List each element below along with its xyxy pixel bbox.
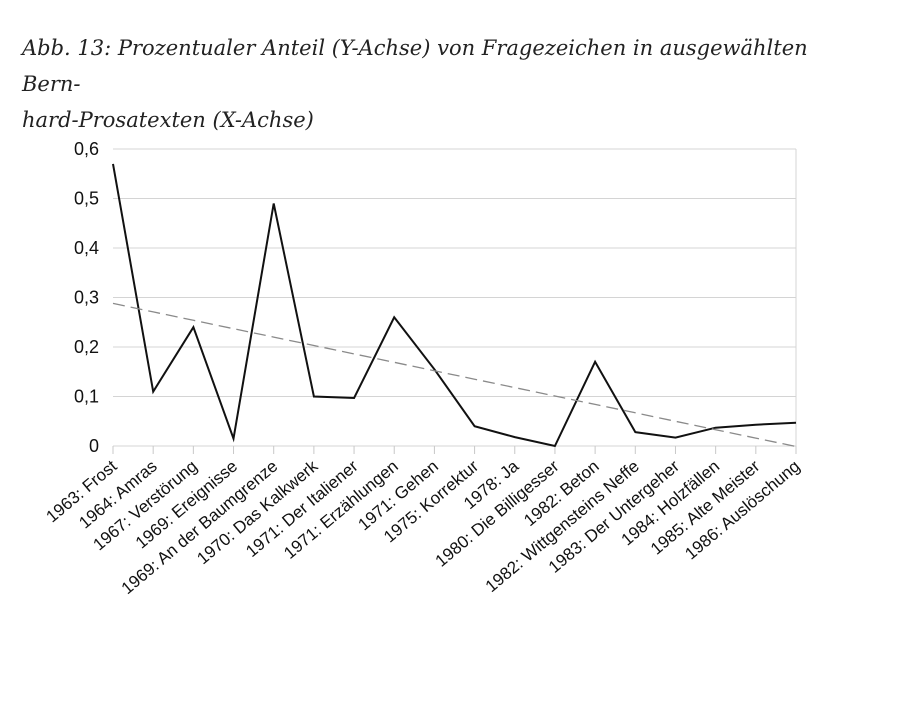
y-tick-label: 0,3 bbox=[74, 288, 99, 308]
y-tick-label: 0,4 bbox=[74, 238, 99, 258]
trend-line bbox=[112, 302, 797, 448]
data-line bbox=[112, 163, 797, 448]
caption-line-1: Abb. 13: Prozentualer Anteil (Y-Achse) v… bbox=[22, 36, 808, 96]
caption-line-2: hard-Prosatexten (X-Achse) bbox=[22, 108, 314, 132]
figure-caption: Abb. 13: Prozentualer Anteil (Y-Achse) v… bbox=[22, 30, 872, 138]
y-axis-ticks: 0 0,1 0,2 0,3 0,4 0,5 0,6 bbox=[74, 139, 99, 456]
y-tick-label: 0,5 bbox=[74, 189, 99, 209]
y-tick-label: 0,6 bbox=[74, 139, 99, 159]
gridlines bbox=[113, 148, 797, 447]
y-tick-label: 0 bbox=[89, 436, 99, 456]
series-lines bbox=[112, 163, 797, 448]
y-tick-label: 0,2 bbox=[74, 337, 99, 357]
y-tick-label: 0,1 bbox=[74, 387, 99, 407]
